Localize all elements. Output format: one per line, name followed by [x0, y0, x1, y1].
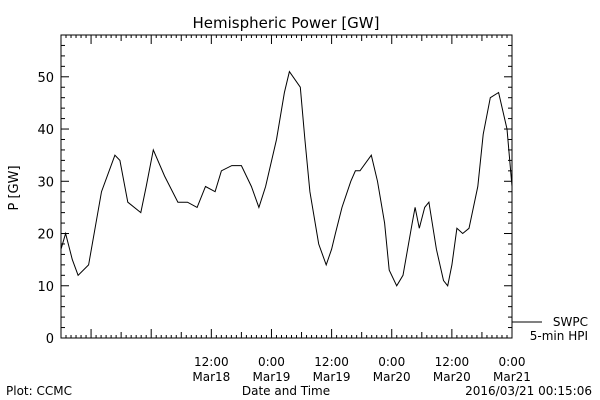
timestamp: 2016/03/21 00:15:06 [465, 384, 592, 398]
legend-hpi-label: 5-min HPI [530, 329, 588, 343]
x-tick-time-label: 0:00 [499, 355, 526, 369]
legend-swpc-label: SWPC [553, 315, 588, 329]
plot-frame [60, 34, 513, 339]
y-tick-label: 40 [37, 123, 54, 138]
y-tick-label: 50 [37, 71, 54, 86]
y-tick-label: 30 [37, 175, 54, 190]
x-tick-date-label: Mar18 [192, 370, 230, 384]
x-tick-time-label: 12:00 [314, 355, 349, 369]
x-tick-date-label: Mar20 [373, 370, 411, 384]
x-tick-date-label: Mar21 [493, 370, 531, 384]
chart-title: Hemispheric Power [GW] [193, 14, 380, 32]
x-tick-date-label: Mar19 [253, 370, 291, 384]
x-tick-time-label: 12:00 [435, 355, 470, 369]
plot-credit: Plot: CCMC [6, 384, 72, 398]
y-axis-label: P [GW] [7, 165, 22, 210]
x-tick-time-label: 0:00 [378, 355, 405, 369]
y-tick-label: 20 [37, 228, 54, 243]
hpi-series-line [60, 70, 513, 287]
x-tick-time-label: 0:00 [258, 355, 285, 369]
x-axis-label: Date and Time [242, 384, 330, 398]
y-tick-label: 10 [37, 280, 54, 295]
x-axis: 12:00Mar180:00Mar1912:00Mar190:00Mar2012… [60, 35, 531, 384]
y-tick-label: 0 [46, 332, 54, 347]
legend: SWPC 5-min HPI [512, 315, 588, 343]
y-axis: 0 10 20 30 40 50 [37, 34, 512, 347]
x-tick-date-label: Mar19 [313, 370, 351, 384]
x-tick-time-label: 12:00 [194, 355, 229, 369]
x-tick-date-label: Mar20 [433, 370, 471, 384]
